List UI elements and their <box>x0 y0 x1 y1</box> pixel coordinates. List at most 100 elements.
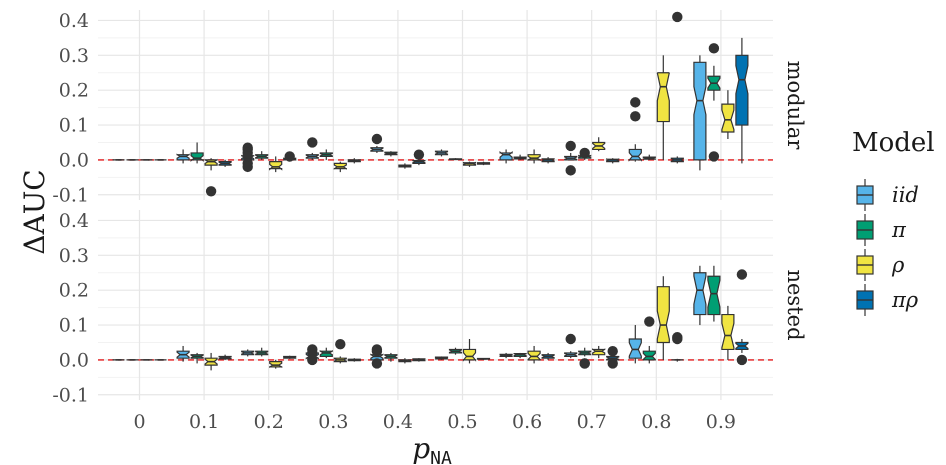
box-rho-0.4 <box>398 358 412 364</box>
y-tick-label: 0.3 <box>59 45 89 67</box>
panel-modular: 0.4 0.3 0.2 0.1 0.0 -0.1 modular <box>52 10 807 206</box>
outlier-point <box>565 165 576 176</box>
box-pi-0.5 <box>448 158 463 161</box>
box-pi-0.2 <box>255 347 269 357</box>
box-body <box>333 162 347 170</box>
box-rho-0.8 <box>656 276 670 360</box>
box-rho-0.3 <box>333 339 347 364</box>
y-tick-label: 0.1 <box>59 315 89 337</box>
box-pirho-0.3 <box>347 358 361 362</box>
outlier-point <box>579 358 590 369</box>
box-rho-0.5 <box>462 161 477 167</box>
x-tick-label: 0.2 <box>254 411 284 433</box>
box-body <box>693 272 707 316</box>
legend-title: Model <box>852 128 935 158</box>
box-rho-0.6 <box>527 149 541 164</box>
outlier-point <box>672 11 683 23</box>
y-axis-title: ΔAUC <box>18 169 51 254</box>
box-pirho-0.7 <box>606 158 620 164</box>
outlier-point <box>371 345 383 357</box>
box-iid-0.8 <box>628 97 642 162</box>
box-pirho-0.3 <box>347 158 361 164</box>
box-pi-0.1 <box>190 352 204 364</box>
y-tick-label: 0.1 <box>59 115 89 137</box>
x-axis-title: pNA <box>412 432 452 465</box>
box-pirho-0.6 <box>541 352 555 360</box>
outlier-point <box>242 161 253 173</box>
y-tick-label: 0.4 <box>59 210 89 232</box>
legend-item-iid: iid <box>856 179 919 211</box>
box-pirho-0.5 <box>476 357 491 360</box>
y-tick-label: 0.0 <box>59 149 89 171</box>
box-body <box>693 61 707 161</box>
outlier-point <box>565 333 576 345</box>
legend-label: πρ <box>891 288 919 312</box>
box-pirho-0.7 <box>606 345 620 369</box>
box-iid-0.3 <box>305 344 319 366</box>
outlier-point <box>307 354 318 366</box>
box-body <box>628 148 642 162</box>
x-tick-label: 0.9 <box>706 411 736 433</box>
box-iid-0.4 <box>370 344 384 369</box>
x-tick-label: 0 <box>133 411 145 433</box>
box-body <box>721 313 735 351</box>
box-iid-0.1 <box>176 345 190 362</box>
box-body <box>190 152 204 162</box>
box-rho-0.7 <box>592 345 606 359</box>
outlier-point <box>630 111 641 122</box>
x-tick-label: 0.4 <box>383 411 413 433</box>
box-iid-0.8 <box>628 325 642 364</box>
box-iid-0.6 <box>499 352 513 359</box>
outlier-point <box>307 137 318 148</box>
x-tick-label: 0.8 <box>641 411 671 433</box>
outlier-point <box>736 269 748 280</box>
box-iid-0.5 <box>434 149 449 157</box>
x-tick-label: 0.7 <box>577 411 607 433</box>
x-tick-label: 0.6 <box>512 411 542 433</box>
box-body <box>269 161 283 171</box>
box-body <box>642 350 656 361</box>
box-pirho-0.8 <box>670 11 684 164</box>
box-pi-0.3 <box>319 149 333 160</box>
outlier-point <box>607 345 618 357</box>
box-pi-0.1 <box>190 142 204 164</box>
box-body <box>656 72 670 123</box>
box-body <box>527 350 541 361</box>
box-pirho-0.2 <box>283 151 297 162</box>
strip-label-modular: modular <box>783 61 807 151</box>
box-rho-0.5 <box>462 338 477 364</box>
box-rho-0.4 <box>398 163 412 169</box>
legend-item-pi: π <box>856 214 907 246</box>
y-tick-label: 0.3 <box>59 245 89 267</box>
x-tick-label: 0.1 <box>189 411 219 433</box>
box-iid-0.1 <box>176 149 190 164</box>
box-body <box>592 348 606 356</box>
box-pirho-0.5 <box>476 161 491 166</box>
box-pirho-0.6 <box>541 157 555 164</box>
box-rho-0.9 <box>721 90 735 139</box>
box-rho-0.2 <box>269 359 283 369</box>
box-body <box>462 348 477 362</box>
box-iid-0.5 <box>434 356 449 360</box>
box-pirho-0.8 <box>671 332 684 362</box>
y-tick-label: 0.2 <box>59 280 89 302</box>
outlier-point <box>335 339 346 350</box>
box-pirho-0.1 <box>218 354 232 360</box>
box-rho-0.1 <box>204 158 218 197</box>
outlier-point <box>284 151 295 162</box>
box-iid-0.2 <box>241 142 255 173</box>
box-pi-0.9 <box>707 265 721 322</box>
box-iid-0.9 <box>693 55 707 171</box>
box-rho-0.9 <box>721 305 735 360</box>
box-pirho-0.1 <box>218 159 232 167</box>
box-body <box>204 158 218 166</box>
y-tick-label: -0.1 <box>52 184 89 206</box>
outlier-point <box>413 149 425 160</box>
outlier-point <box>736 354 748 366</box>
box-pi-0.6 <box>513 154 527 160</box>
legend: Model iid πρ πρ <box>852 128 935 316</box>
box-rho-0.7 <box>592 137 606 152</box>
box-body <box>319 350 333 358</box>
outlier-point <box>607 358 618 369</box>
legend-label: ρ <box>891 253 905 277</box>
